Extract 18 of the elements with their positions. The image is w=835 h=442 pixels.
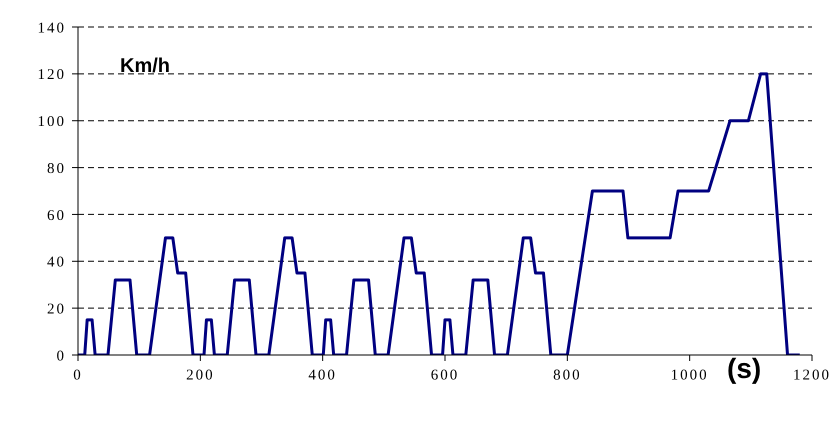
y-tick-label: 120 xyxy=(38,67,66,84)
x-tick-label: 0 xyxy=(73,368,83,384)
x-axis-title: (s) xyxy=(727,353,762,385)
y-tick-label: 20 xyxy=(47,301,66,318)
y-tick-label: 40 xyxy=(47,254,66,271)
y-tick-label: 80 xyxy=(47,160,66,177)
y-tick-label: 100 xyxy=(38,114,66,130)
x-tick-label: 800 xyxy=(553,368,582,384)
line-series xyxy=(78,72,802,355)
y-tick-label: 60 xyxy=(47,208,66,224)
y-axis-title: Km/h xyxy=(120,55,170,78)
y-tick-label: 0 xyxy=(56,348,66,364)
x-tick-label: 1000 xyxy=(670,368,709,384)
x-tick-label: 400 xyxy=(308,368,337,384)
x-tick-label: 600 xyxy=(430,368,460,384)
y-tick-label: 140 xyxy=(38,20,66,36)
x-tick-label: 200 xyxy=(186,368,215,384)
x-tick-label: 1200 xyxy=(793,368,831,384)
